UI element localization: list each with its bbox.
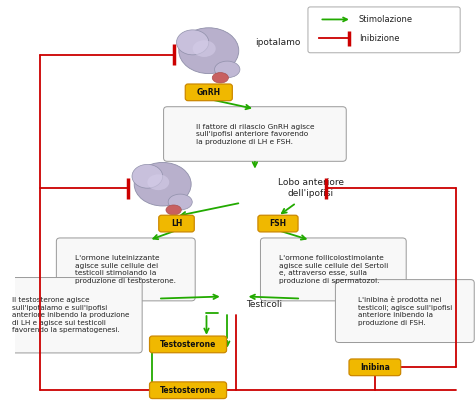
FancyBboxPatch shape: [258, 215, 298, 232]
FancyBboxPatch shape: [348, 359, 400, 376]
Text: L'ormone luteinizzante
agisce sulle cellule dei
testicoli stimolando la
produzio: L'ormone luteinizzante agisce sulle cell…: [75, 255, 176, 284]
Text: Testosterone: Testosterone: [159, 386, 216, 395]
Ellipse shape: [132, 164, 162, 188]
Text: GnRH: GnRH: [196, 88, 220, 97]
Text: FSH: FSH: [269, 219, 286, 228]
Text: Il fattore di rilascio GnRH agisce
sull'ipofisi anteriore favorendo
la produzion: Il fattore di rilascio GnRH agisce sull'…: [195, 123, 314, 145]
Ellipse shape: [166, 205, 181, 215]
FancyBboxPatch shape: [56, 238, 195, 301]
FancyBboxPatch shape: [163, 107, 346, 161]
FancyBboxPatch shape: [335, 280, 473, 342]
Ellipse shape: [176, 30, 208, 55]
Text: Inibina: Inibina: [359, 363, 389, 372]
Text: Lobo anteriore
dell'ipofisi: Lobo anteriore dell'ipofisi: [278, 178, 343, 198]
FancyBboxPatch shape: [185, 84, 232, 101]
FancyBboxPatch shape: [307, 7, 459, 53]
Ellipse shape: [212, 73, 228, 83]
Ellipse shape: [214, 61, 239, 78]
Text: L'ormone follicolostimolante
agisce sulle cellule del Sertoli
e, attraverso esse: L'ormone follicolostimolante agisce sull…: [278, 255, 387, 284]
FancyBboxPatch shape: [260, 238, 406, 301]
Ellipse shape: [168, 194, 192, 210]
Text: Testosterone: Testosterone: [159, 340, 216, 349]
Ellipse shape: [192, 40, 215, 57]
Text: Testicoli: Testicoli: [245, 300, 281, 309]
Text: ipotalamo: ipotalamo: [254, 38, 300, 47]
Ellipse shape: [147, 174, 169, 190]
FancyBboxPatch shape: [0, 278, 142, 353]
Ellipse shape: [178, 28, 238, 74]
Text: LH: LH: [170, 219, 182, 228]
FancyBboxPatch shape: [149, 336, 226, 353]
FancyBboxPatch shape: [159, 215, 194, 232]
Ellipse shape: [134, 163, 191, 206]
FancyBboxPatch shape: [149, 382, 226, 398]
Text: Il testosterone agisce
sull'ipotalamo e sull'ipofisi
anteriore inibendo la produ: Il testosterone agisce sull'ipotalamo e …: [11, 297, 129, 333]
Text: Inibizione: Inibizione: [358, 34, 398, 43]
Text: Stimolazione: Stimolazione: [358, 15, 412, 24]
Text: L'inibina è prodotta nei
testicoli; agisce sull'ipofisi
anteriore inibendo la
pr: L'inibina è prodotta nei testicoli; agis…: [357, 296, 451, 326]
